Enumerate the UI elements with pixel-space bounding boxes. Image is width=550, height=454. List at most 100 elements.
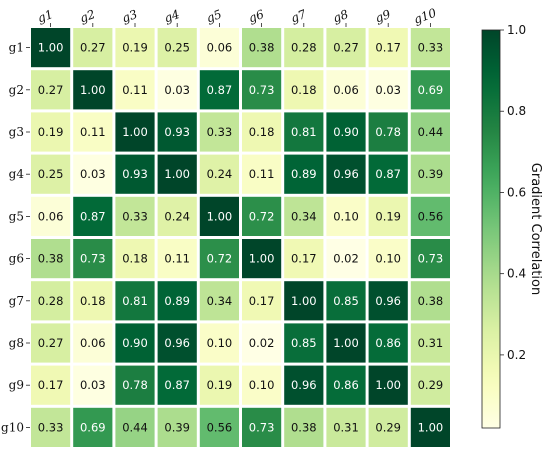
heatmap-cell: [284, 323, 324, 363]
cell-value-label: 0.89: [291, 167, 317, 181]
y-tick-label: g9: [9, 378, 24, 392]
cell-value-label: 0.10: [249, 378, 275, 392]
heatmap-cell: [326, 112, 366, 152]
cell-value-label: 0.38: [418, 294, 444, 308]
cell-value-label: 0.03: [80, 167, 106, 181]
heatmap-cell: [31, 407, 71, 447]
heatmap-cell: [31, 281, 71, 321]
heatmap-cell: [368, 365, 408, 405]
cell-value-label: 0.96: [164, 336, 190, 350]
heatmap-cell: [157, 70, 197, 110]
cell-value-label: 0.31: [333, 420, 359, 434]
cell-value-label: 0.85: [333, 294, 359, 308]
heatmap-cell: [115, 28, 155, 68]
heatmap-cell: [199, 281, 239, 321]
heatmap-cell: [31, 323, 71, 363]
heatmap-cell: [31, 28, 71, 68]
heatmap-cell: [284, 154, 324, 194]
cell-value-label: 0.03: [80, 378, 106, 392]
heatmap-cell: [242, 196, 282, 236]
cell-value-label: 0.34: [291, 209, 317, 223]
colorbar-gradient: [481, 29, 501, 429]
cell-value-label: 0.73: [249, 83, 275, 97]
cell-value-label: 0.39: [418, 167, 444, 181]
x-tick-label: g9: [373, 7, 393, 26]
cell-value-label: 0.03: [375, 83, 401, 97]
heatmap-cell: [284, 28, 324, 68]
cell-value-label: 0.11: [80, 125, 106, 139]
heatmap-cell: [368, 112, 408, 152]
heatmap-cell: [242, 281, 282, 321]
cell-value-label: 0.27: [38, 336, 64, 350]
cell-value-label: 0.33: [418, 41, 444, 55]
cell-value-label: 0.44: [418, 125, 444, 139]
cell-value-label: 0.31: [418, 336, 444, 350]
cell-value-label: 0.03: [164, 83, 190, 97]
heatmap-cell: [410, 239, 450, 279]
heatmap-cell: [115, 70, 155, 110]
cell-value-label: 0.87: [207, 83, 233, 97]
heatmap-cell: [410, 196, 450, 236]
heatmap-cell: [31, 112, 71, 152]
cell-value-label: 0.72: [249, 209, 275, 223]
cell-value-label: 0.90: [333, 125, 359, 139]
heatmap-cell: [115, 239, 155, 279]
heatmap-cell: [326, 28, 366, 68]
cell-value-label: 0.73: [249, 420, 275, 434]
y-tick-label: g6: [9, 252, 24, 266]
heatmap-cell: [242, 112, 282, 152]
heatmap-cell: [368, 196, 408, 236]
heatmap-cell: [242, 70, 282, 110]
heatmap-cell: [73, 407, 113, 447]
heatmap-cell: [199, 239, 239, 279]
cell-value-label: 1.00: [207, 209, 233, 223]
cell-value-label: 0.72: [207, 252, 233, 266]
heatmap-cell: [157, 323, 197, 363]
cell-value-label: 0.33: [207, 125, 233, 139]
cell-value-label: 0.78: [375, 125, 401, 139]
cell-value-label: 0.44: [122, 420, 148, 434]
cell-value-label: 0.38: [249, 41, 275, 55]
heatmap-cell: [73, 28, 113, 68]
heatmap-cell: [115, 407, 155, 447]
colorbar-tick-label: 0.8: [507, 104, 526, 118]
heatmap-cell: [199, 407, 239, 447]
heatmap-cell: [326, 281, 366, 321]
cell-value-label: 1.00: [249, 252, 275, 266]
heatmap-cell: [115, 112, 155, 152]
heatmap-cell: [368, 28, 408, 68]
cell-value-label: 0.34: [207, 294, 233, 308]
cell-value-label: 0.85: [291, 336, 317, 350]
y-tick-label: g10: [1, 420, 24, 434]
heatmap-cell: [242, 323, 282, 363]
heatmap-cell: [368, 239, 408, 279]
cell-value-label: 0.02: [249, 336, 275, 350]
heatmap-cell: [31, 239, 71, 279]
heatmap-cell: [284, 70, 324, 110]
colorbar: 0.2 0.4 0.6 0.8 1.0 Gradient Correlation: [481, 23, 543, 429]
cell-value-label: 0.18: [80, 294, 106, 308]
cell-value-label: 0.73: [418, 252, 444, 266]
heatmap-cell: [284, 112, 324, 152]
heatmap-cell: [284, 407, 324, 447]
y-tick-label: g2: [9, 83, 24, 97]
x-tick-label: g3: [120, 7, 140, 26]
cell-value-label: 1.00: [375, 378, 401, 392]
cell-value-label: 0.19: [375, 209, 401, 223]
heatmap-cell: [284, 196, 324, 236]
heatmap-cell: [115, 196, 155, 236]
cell-value-label: 0.17: [38, 378, 64, 392]
heatmap-cell: [115, 154, 155, 194]
cell-value-label: 0.27: [80, 41, 106, 55]
colorbar-label: Gradient Correlation: [528, 163, 543, 295]
cell-value-label: 0.93: [164, 125, 190, 139]
heatmap-cell: [242, 365, 282, 405]
y-tick-label: g3: [9, 125, 24, 139]
cell-value-label: 0.18: [291, 83, 317, 97]
heatmap-cell: [326, 323, 366, 363]
cell-value-label: 0.27: [333, 41, 359, 55]
heatmap-cell: [410, 407, 450, 447]
cell-value-label: 0.69: [418, 83, 444, 97]
heatmap-cell: [31, 196, 71, 236]
x-tick-label: g4: [162, 7, 181, 25]
